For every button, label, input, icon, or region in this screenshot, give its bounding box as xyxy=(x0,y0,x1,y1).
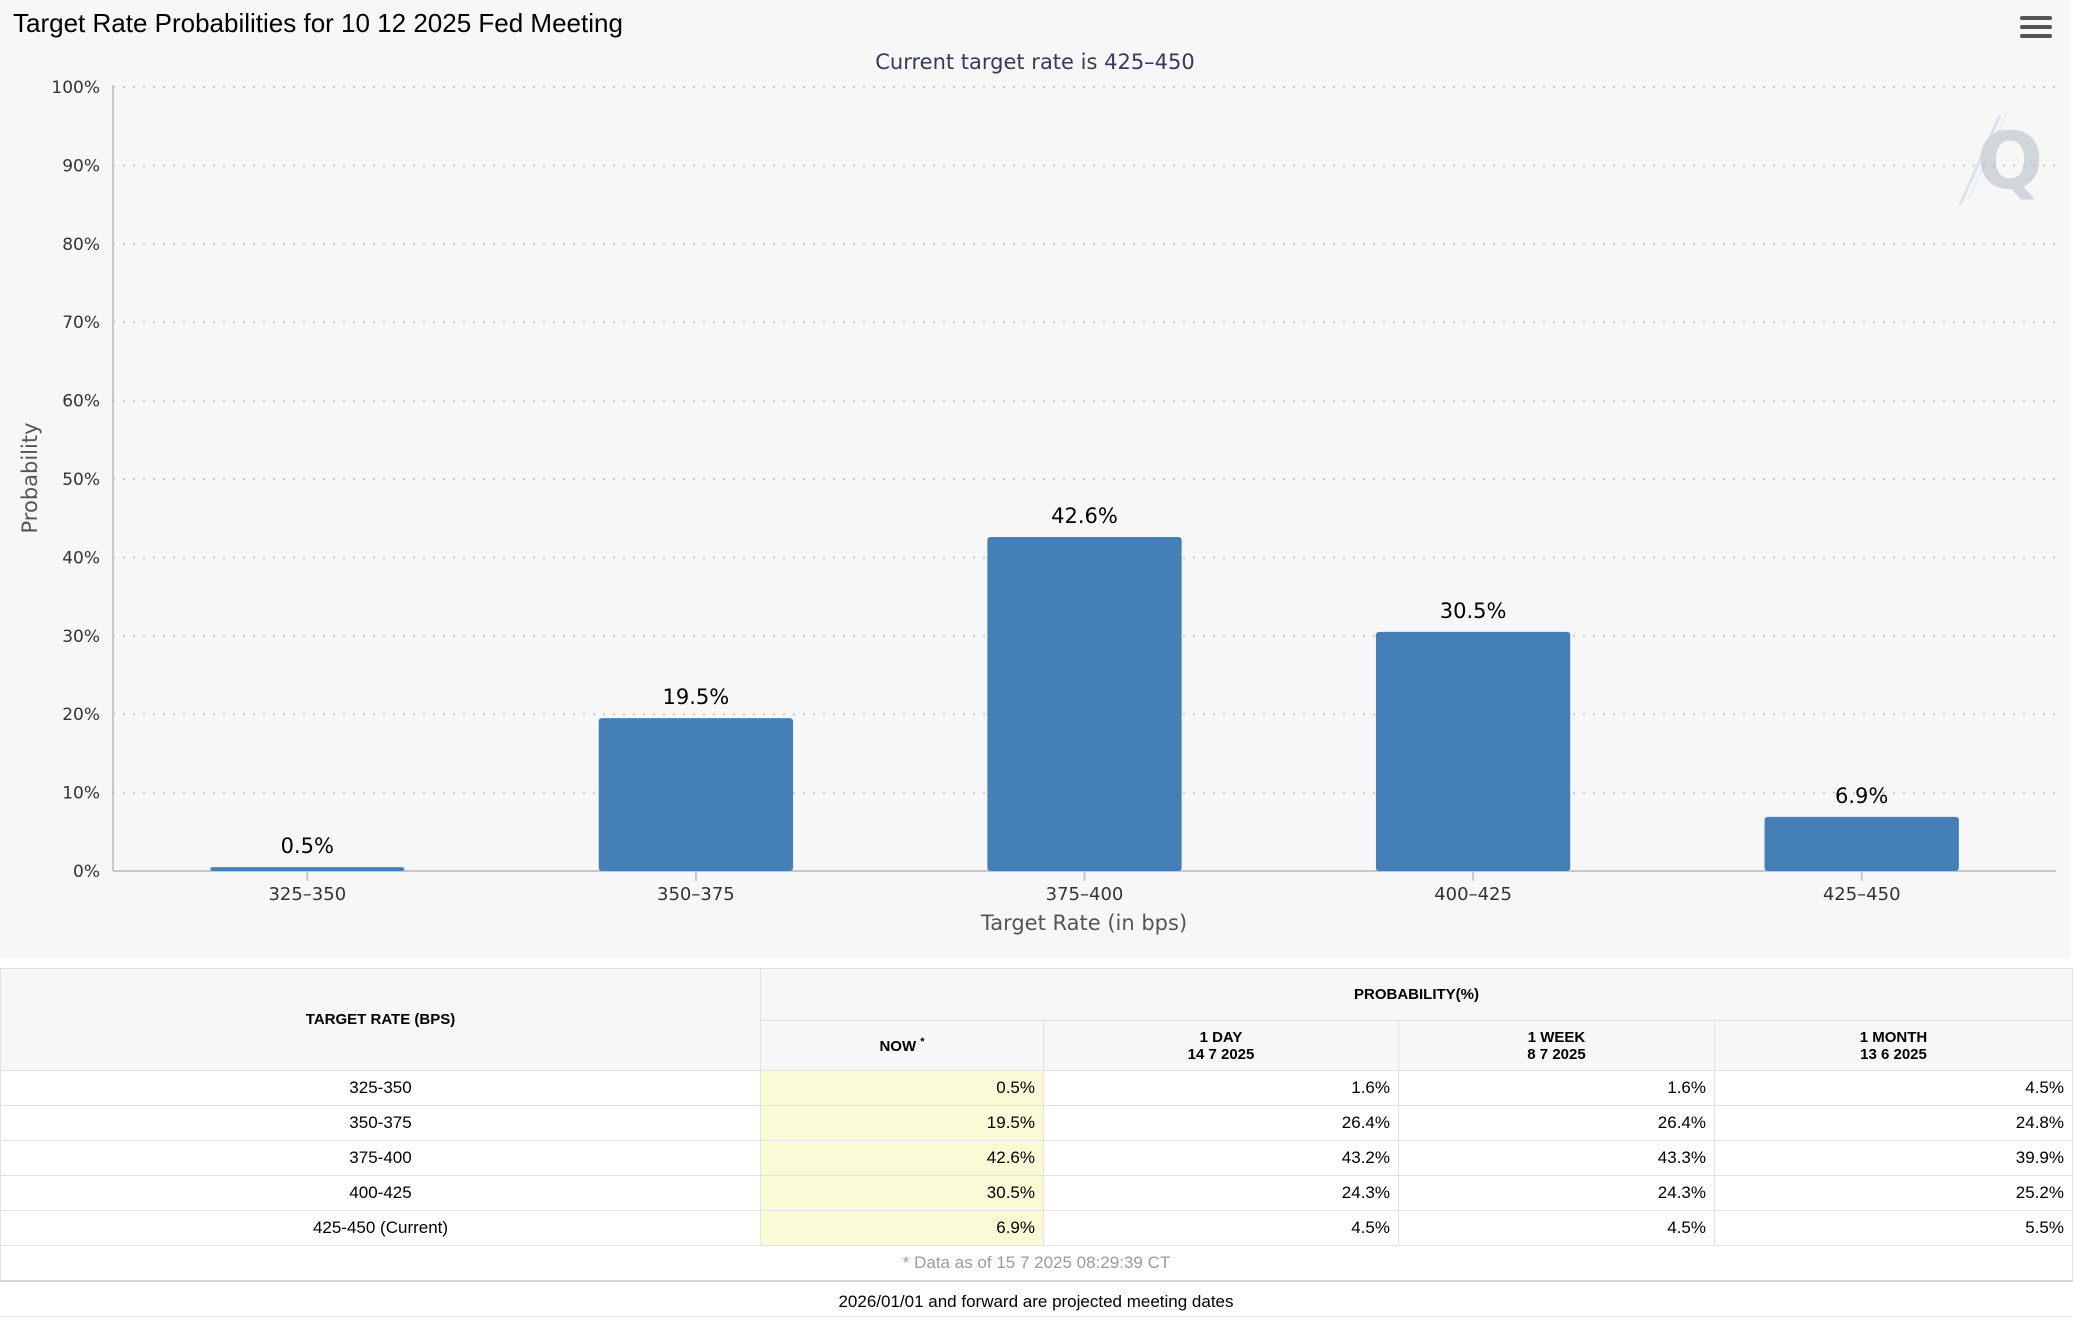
y-tick-label: 10% xyxy=(62,784,100,804)
x-tick-label: 425–450 xyxy=(1823,884,1901,905)
y-tick-label: 40% xyxy=(62,548,100,568)
chart-subtitle: Current target rate is 425–450 xyxy=(875,50,1195,74)
y-tick-label: 60% xyxy=(62,392,100,412)
month-date: 13 6 2025 xyxy=(1860,1045,1927,1063)
day-date: 14 7 2025 xyxy=(1187,1045,1255,1063)
projected-dates-note: 2026/01/01 and forward are projected mee… xyxy=(0,1290,2072,1317)
rate-cell: 350-375 xyxy=(0,1105,761,1141)
rate-column-header: TARGET RATE (BPS) xyxy=(0,968,761,1071)
y-tick-label: 70% xyxy=(62,313,100,333)
probability-table-wrap: TARGET RATE (BPS) PROBABILITY(%) NOW * 1… xyxy=(0,968,2073,1282)
column-header-now: NOW * xyxy=(760,1020,1044,1071)
rate-cell: 400-425 xyxy=(0,1175,761,1211)
y-tick-label: 50% xyxy=(62,470,100,490)
data-timestamp-note: * Data as of 15 7 2025 08:29:39 CT xyxy=(0,1245,2073,1282)
bars: 0.5% 19.5% 42.6% 30.5% 6.9% xyxy=(210,504,1959,871)
month-cell: 39.9% xyxy=(1714,1140,2073,1176)
day-cell: 43.2% xyxy=(1043,1140,1399,1176)
week-label: 1 WEEK xyxy=(1527,1028,1586,1046)
bar[interactable] xyxy=(598,718,794,871)
y-tick-label: 100% xyxy=(51,78,100,98)
bar[interactable] xyxy=(987,537,1182,871)
y-axis-label: Probability xyxy=(18,422,42,533)
now-cell: 42.6% xyxy=(760,1140,1044,1176)
week-cell: 43.3% xyxy=(1398,1140,1715,1176)
hamburger-menu-icon[interactable] xyxy=(2020,16,2052,42)
x-tick-label: 350–375 xyxy=(657,884,735,905)
rate-cell: 325-350 xyxy=(0,1070,761,1106)
day-cell: 4.5% xyxy=(1043,1210,1399,1246)
probability-table: TARGET RATE (BPS) PROBABILITY(%) NOW * 1… xyxy=(0,968,2073,1282)
month-cell: 25.2% xyxy=(1714,1175,2073,1211)
now-marker: * xyxy=(920,1036,925,1048)
day-cell: 24.3% xyxy=(1043,1175,1399,1211)
month-cell: 4.5% xyxy=(1714,1070,2073,1106)
now-cell: 19.5% xyxy=(760,1105,1044,1141)
x-tick-label: 325–350 xyxy=(268,884,346,905)
month-label: 1 MONTH xyxy=(1859,1028,1928,1046)
data-label: 42.6% xyxy=(1051,504,1118,528)
week-cell: 4.5% xyxy=(1398,1210,1715,1246)
day-cell: 1.6% xyxy=(1043,1070,1399,1106)
data-label: 19.5% xyxy=(663,685,730,709)
week-cell: 1.6% xyxy=(1398,1070,1715,1106)
y-tick-label: 30% xyxy=(62,627,100,647)
now-label: NOW xyxy=(879,1038,917,1055)
q-logo-icon: Q xyxy=(1958,109,2043,207)
table-row: 375-400 42.6% 43.2% 43.3% 39.9% xyxy=(0,1140,2073,1176)
y-tick-label: 20% xyxy=(62,705,100,725)
data-label: 6.9% xyxy=(1835,784,1888,808)
bar[interactable] xyxy=(1375,631,1571,871)
bar-chart: Current target rate is 425–450 0% 10% 20% 3… xyxy=(18,50,2056,935)
y-tick-label: 80% xyxy=(62,235,100,255)
day-label: 1 DAY xyxy=(1199,1028,1243,1046)
now-cell: 0.5% xyxy=(760,1070,1044,1106)
day-cell: 26.4% xyxy=(1043,1105,1399,1141)
month-cell: 24.8% xyxy=(1714,1105,2073,1141)
month-cell: 5.5% xyxy=(1714,1210,2073,1246)
bar[interactable] xyxy=(1764,816,1959,871)
y-tick-label: 0% xyxy=(73,862,100,882)
y-tick-label: 90% xyxy=(62,156,100,176)
table-row: 400-425 30.5% 24.3% 24.3% 25.2% xyxy=(0,1175,2073,1211)
table-row: 425-450 (Current) 6.9% 4.5% 4.5% 5.5% xyxy=(0,1210,2073,1246)
now-cell: 6.9% xyxy=(760,1210,1044,1246)
week-cell: 24.3% xyxy=(1398,1175,1715,1211)
data-note-row: * Data as of 15 7 2025 08:29:39 CT xyxy=(0,1245,2073,1282)
svg-text:Q: Q xyxy=(1977,117,2043,207)
data-label: 30.5% xyxy=(1440,599,1507,623)
data-label: 0.5% xyxy=(281,834,334,858)
rate-cell: 425-450 (Current) xyxy=(0,1210,761,1246)
x-tick-label: 400–425 xyxy=(1434,884,1512,905)
x-axis-ticks: 325–350 350–375 375–400 400–425 425–450 xyxy=(268,871,1901,905)
column-header-1-month: 1 MONTH 13 6 2025 xyxy=(1714,1020,2073,1071)
probability-column-header: PROBABILITY(%) xyxy=(760,968,2073,1021)
week-cell: 26.4% xyxy=(1398,1105,1715,1141)
x-axis-label: Target Rate (in bps) xyxy=(980,911,1187,935)
column-header-1-week: 1 WEEK 8 7 2025 xyxy=(1398,1020,1715,1071)
column-header-1-day: 1 DAY 14 7 2025 xyxy=(1043,1020,1399,1071)
rate-cell: 375-400 xyxy=(0,1140,761,1176)
x-tick-label: 375–400 xyxy=(1046,884,1124,905)
table-row: 350-375 19.5% 26.4% 26.4% 24.8% xyxy=(0,1105,2073,1141)
now-cell: 30.5% xyxy=(760,1175,1044,1211)
page-title: Target Rate Probabilities for 10 12 2025… xyxy=(13,8,623,38)
week-date: 8 7 2025 xyxy=(1527,1045,1586,1063)
bar[interactable] xyxy=(210,867,405,871)
table-row: 325-350 0.5% 1.6% 1.6% 4.5% xyxy=(0,1070,2073,1106)
y-axis-ticks: 0% 10% 20% 30% 40% 50% 60% 70% 80% 90% 100% xyxy=(51,78,100,882)
